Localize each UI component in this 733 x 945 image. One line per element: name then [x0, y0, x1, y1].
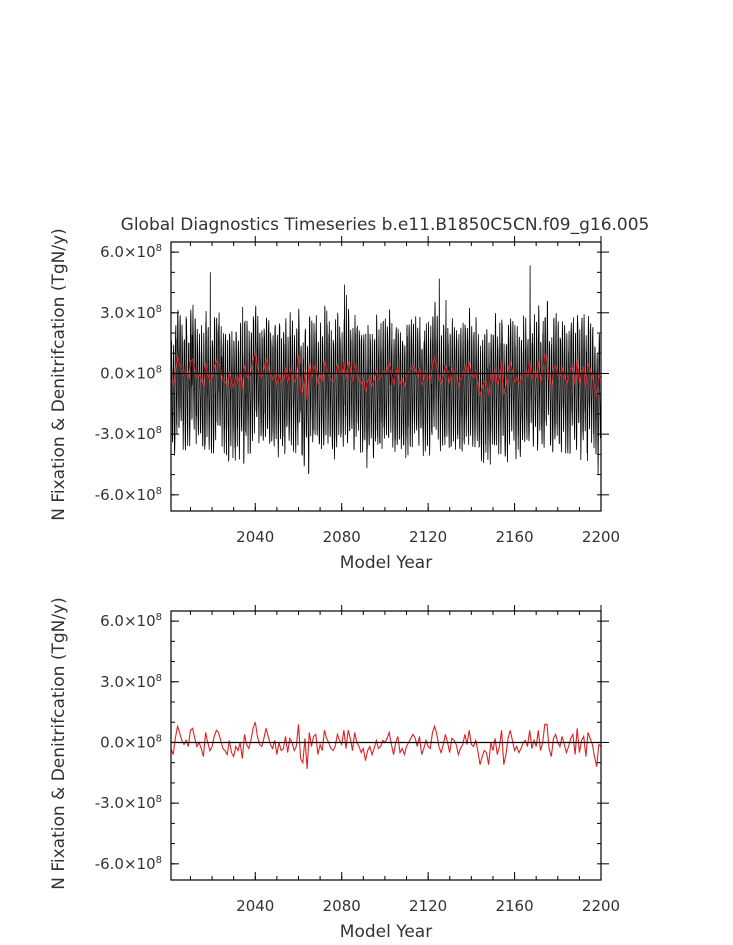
y-tick-label: -3.0×108	[95, 425, 162, 443]
y-tick-label: 0.0×108	[100, 364, 162, 382]
x-axis-label: Model Year	[340, 922, 432, 942]
x-tick-label: 2080	[323, 528, 361, 546]
figure-title: Global Diagnostics Timeseries b.e11.B185…	[121, 215, 650, 235]
x-tick-label: 2040	[236, 897, 274, 915]
x-tick-label: 2080	[323, 897, 361, 915]
y-axis-label: N Fixation & Denitrifcation (TgN/y)	[49, 597, 69, 890]
series-line-annual-mean	[171, 722, 601, 769]
series-line-annual-mean	[171, 353, 601, 400]
plot-area	[171, 265, 601, 475]
y-tick-label: -3.0×108	[95, 794, 162, 812]
y-tick-label: -6.0×108	[95, 486, 162, 504]
y-tick-label: 3.0×108	[100, 304, 162, 322]
x-tick-label: 2120	[409, 897, 447, 915]
bottom-panel: 2040 2080 2120 2160 2200 6.0×108 3.0×108 0.0×10…	[49, 597, 620, 942]
series-line-monthly	[171, 265, 601, 475]
x-tick-label: 2200	[582, 897, 620, 915]
y-tick-label: 6.0×108	[100, 243, 162, 261]
x-tick-label: 2040	[236, 528, 274, 546]
y-tick-label: 0.0×108	[100, 733, 162, 751]
x-tick-label: 2120	[409, 528, 447, 546]
x-axis-label: Model Year	[340, 553, 432, 573]
y-tick-label: 6.0×108	[100, 612, 162, 630]
x-tick-label: 2160	[495, 897, 533, 915]
plot-frame	[170, 610, 602, 881]
y-axis-label: N Fixation & Denitrifcation (TgN/y)	[49, 228, 69, 521]
plot-area	[171, 722, 601, 769]
plot-frame	[170, 241, 602, 512]
top-panel: 2040 2080 2120 2160 2200 6.0×108 3.0×108 0.0×10…	[49, 228, 620, 573]
y-tick-label: -6.0×108	[95, 855, 162, 873]
x-tick-label: 2160	[495, 528, 533, 546]
x-tick-label: 2200	[582, 528, 620, 546]
y-tick-label: 3.0×108	[100, 673, 162, 691]
